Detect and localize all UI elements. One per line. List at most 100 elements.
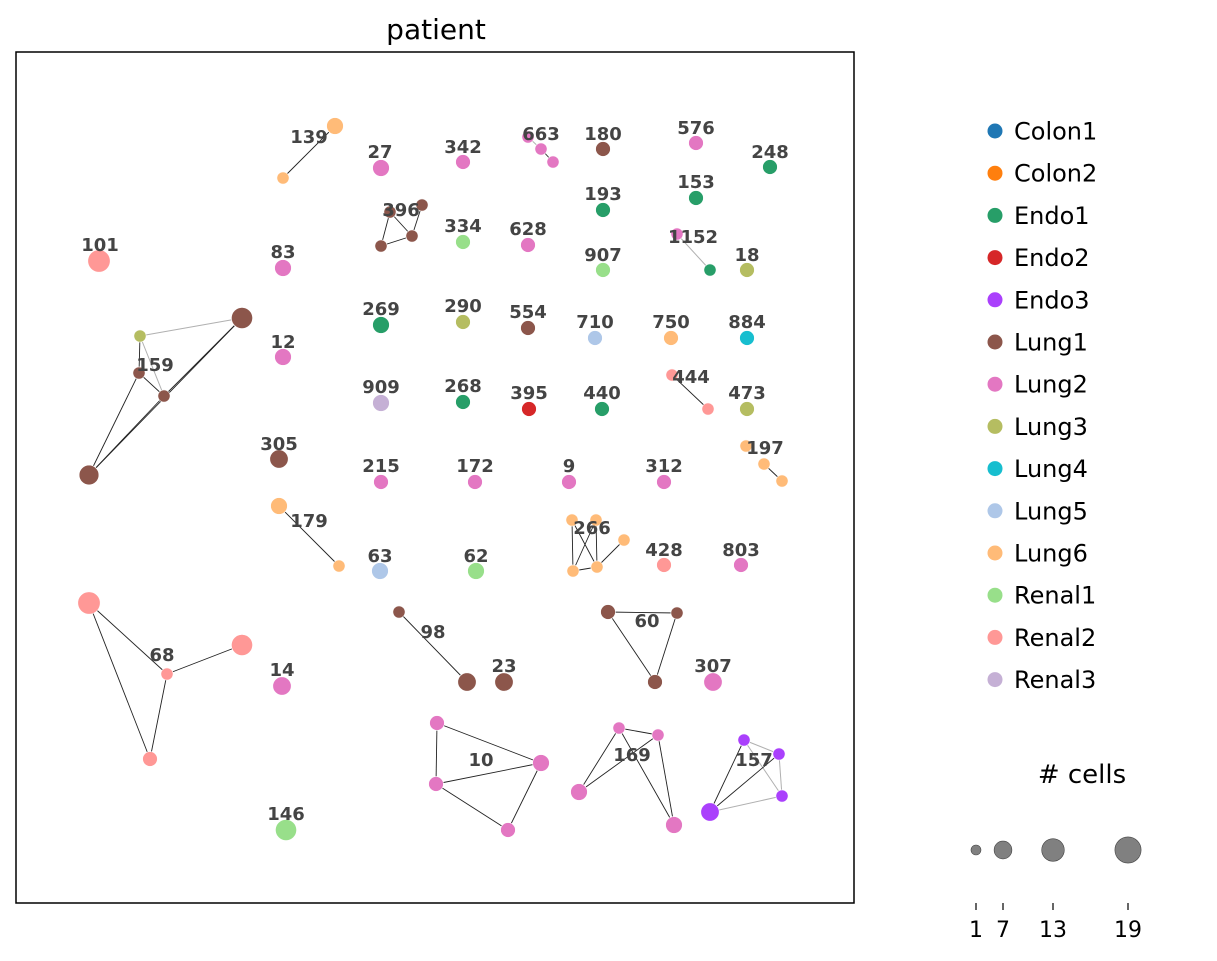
cluster-labels-layer: 139 27 342 663 180 576 248 193 153 396 334 628 907 11…: [81, 118, 789, 825]
edge-68-2: [166, 644, 243, 675]
node-139-1: [276, 171, 290, 185]
node-269-0: [372, 316, 390, 334]
node-266-0: [565, 513, 579, 527]
cluster-label-884: 884: [728, 312, 766, 333]
edge-10-0: [435, 722, 438, 785]
legend-label-lung4: Lung4: [1014, 455, 1088, 483]
cluster-label-10: 10: [468, 750, 493, 771]
cluster-label-180: 180: [584, 124, 622, 145]
node-428-0: [656, 557, 672, 573]
node-266-2: [617, 533, 631, 547]
edges-layer: [88, 125, 783, 831]
legend-marker-colon1: [987, 123, 1003, 139]
edge-10-4: [507, 762, 542, 831]
size-legend: # cells 1 7 13 19: [969, 760, 1142, 943]
node-909-0: [372, 394, 390, 412]
legend-label-endo2: Endo2: [1014, 244, 1090, 272]
node-10-0: [429, 715, 445, 731]
node-215-0: [373, 474, 389, 490]
cluster-label-62: 62: [463, 546, 488, 567]
cluster-label-342: 342: [444, 137, 482, 158]
node-266-4: [590, 560, 604, 574]
legend-marker-endo2: [987, 250, 1003, 266]
cluster-label-269: 269: [362, 299, 400, 320]
node-628-0: [520, 237, 536, 253]
node-159-4: [78, 464, 100, 486]
cluster-label-169: 169: [613, 745, 651, 766]
node-473-0: [739, 401, 755, 417]
node-1152-1: [703, 263, 717, 277]
node-663-0: [521, 130, 535, 144]
legend-label-lung5: Lung5: [1014, 497, 1088, 525]
node-159-2: [132, 366, 146, 380]
node-396-3: [374, 239, 388, 253]
cluster-label-27: 27: [367, 142, 392, 163]
legend-label-colon2: Colon2: [1014, 160, 1097, 188]
cluster-label-153: 153: [677, 172, 715, 193]
size-tick-label-7: 7: [996, 918, 1010, 943]
edge-169-2: [618, 727, 675, 826]
node-444-1: [701, 402, 715, 416]
cluster-label-576: 576: [677, 118, 715, 139]
node-268-0: [455, 394, 471, 410]
cluster-label-307: 307: [694, 656, 732, 677]
node-68-2: [160, 667, 174, 681]
node-157-0: [737, 733, 751, 747]
node-197-0: [739, 439, 753, 453]
cluster-label-98: 98: [420, 622, 445, 643]
edge-169-3: [578, 734, 659, 793]
cluster-label-248: 248: [751, 142, 789, 163]
edge-159-4: [139, 335, 165, 397]
cluster-label-9: 9: [563, 456, 576, 477]
legend-marker-endo3: [987, 292, 1003, 308]
cluster-label-159: 159: [136, 355, 174, 376]
edge-60-1: [607, 611, 656, 683]
cluster-label-428: 428: [645, 540, 683, 561]
node-290-0: [455, 314, 471, 330]
node-157-2: [775, 789, 789, 803]
cluster-label-63: 63: [367, 546, 392, 567]
node-68-1: [231, 634, 253, 656]
edge-179-0: [278, 505, 340, 567]
edge-157-4: [709, 753, 780, 813]
cluster-label-395: 395: [510, 383, 548, 404]
node-266-3: [566, 564, 580, 578]
node-169-2: [570, 783, 588, 801]
node-884-0: [739, 330, 755, 346]
cluster-label-268: 268: [444, 376, 482, 397]
legend-marker-renal2: [987, 629, 1003, 645]
cluster-label-197: 197: [746, 438, 784, 459]
cluster-label-18: 18: [734, 245, 759, 266]
node-139-0: [326, 117, 344, 135]
legend-label-lung3: Lung3: [1014, 413, 1088, 441]
node-27-0: [372, 159, 390, 177]
edge-159-0: [139, 317, 243, 337]
legend-label-renal2: Renal2: [1014, 624, 1096, 652]
node-663-2: [546, 155, 560, 169]
chart-title: patient: [386, 13, 486, 46]
cluster-label-334: 334: [444, 216, 482, 237]
node-179-1: [332, 559, 346, 573]
legend-marker-endo1: [987, 207, 1003, 223]
legend-label-renal3: Renal3: [1014, 666, 1096, 694]
size-tick-label-13: 13: [1039, 918, 1067, 943]
node-193-0: [595, 202, 611, 218]
edge-68-0: [88, 602, 168, 675]
legend-marker-lung5: [987, 503, 1003, 519]
legend-label-lung6: Lung6: [1014, 540, 1088, 568]
node-197-1: [757, 457, 771, 471]
node-169-3: [665, 816, 683, 834]
legend-marker-renal3: [987, 672, 1003, 688]
node-159-3: [157, 389, 171, 403]
cluster-label-172: 172: [456, 456, 494, 477]
cluster-label-444: 444: [672, 367, 710, 388]
node-14-0: [272, 676, 292, 696]
legend-marker-lung1: [987, 334, 1003, 350]
edge-444-0: [671, 374, 709, 410]
cluster-label-146: 146: [267, 804, 305, 825]
legend-label-lung2: Lung2: [1014, 371, 1088, 399]
cluster-label-193: 193: [584, 184, 622, 205]
edge-169-0: [618, 727, 659, 736]
legend-marker-lung6: [987, 545, 1003, 561]
